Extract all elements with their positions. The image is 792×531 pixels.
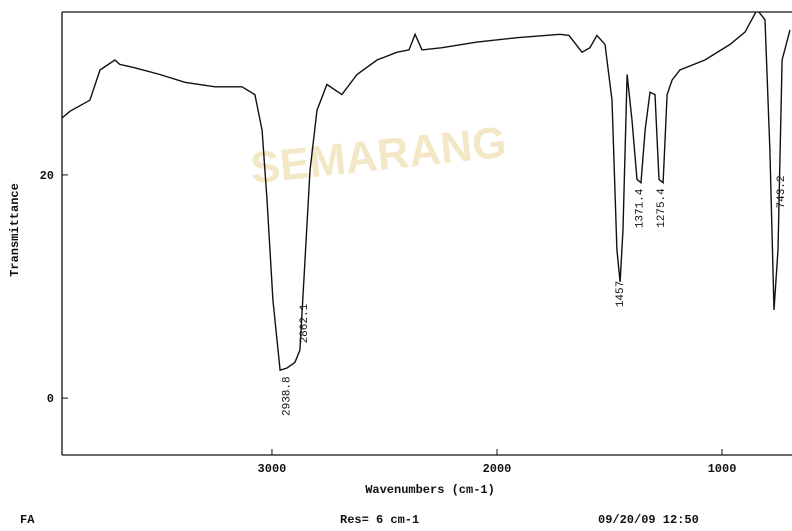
peak-label: 2862.1 — [299, 303, 311, 343]
peak-label: 1371.4 — [634, 188, 646, 228]
footer-left: FA — [20, 513, 35, 527]
peak-label: 2938.8 — [282, 376, 294, 416]
y-tick-label: 0 — [47, 392, 54, 406]
x-tick-label: 3000 — [258, 462, 287, 476]
y-axis-label: Transmittance — [8, 183, 22, 277]
x-axis-label: Wavenumbers (cm-1) — [365, 483, 495, 497]
peak-label: 1275.4 — [656, 188, 668, 228]
footer-right: 09/20/09 12:50 — [598, 513, 699, 527]
x-tick-label: 1000 — [708, 462, 737, 476]
watermark: SEMARANG — [248, 118, 508, 194]
peak-label: 743.2 — [776, 175, 788, 208]
footer-center: Res= 6 cm-1 — [340, 513, 419, 527]
peak-label: 1457 — [615, 281, 627, 307]
y-tick-label: 20 — [40, 169, 54, 183]
plot-frame — [61, 11, 792, 456]
x-tick-label: 2000 — [483, 462, 512, 476]
spectrum-line — [62, 12, 791, 372]
